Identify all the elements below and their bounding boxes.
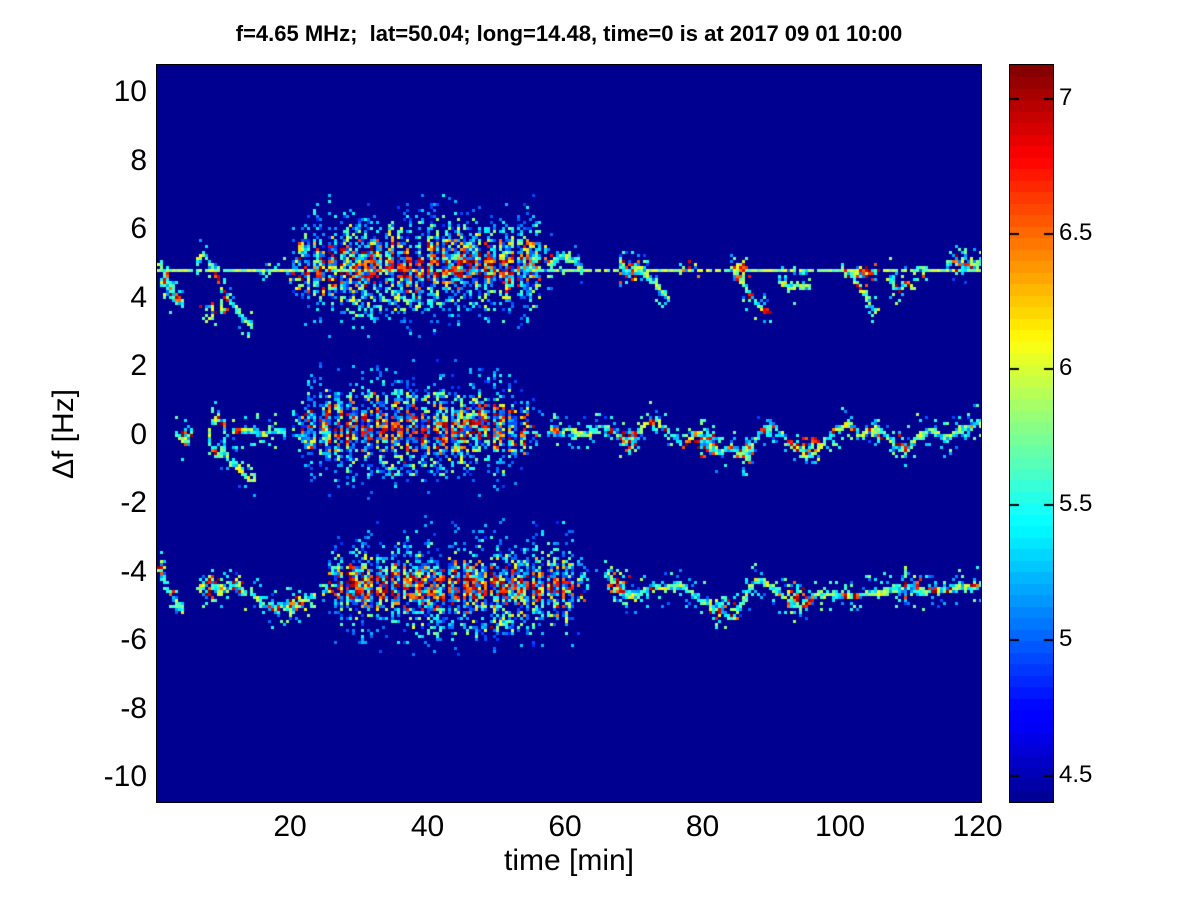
x-tick-label: 80 bbox=[685, 810, 720, 843]
colorbar-tick-label: 6.5 bbox=[1059, 218, 1093, 246]
y-tick-label: -4 bbox=[120, 554, 147, 588]
y-tick-label: 6 bbox=[130, 212, 147, 246]
x-axis-label: time [min] bbox=[503, 844, 635, 877]
colorbar bbox=[1009, 64, 1054, 803]
y-tick-label: -10 bbox=[103, 759, 147, 793]
chart-title: f=4.65 MHz; lat=50.04; long=14.48, time=… bbox=[235, 21, 903, 46]
colorbar-tick-label: 6 bbox=[1059, 354, 1073, 382]
y-tick-label: 8 bbox=[130, 143, 147, 177]
plot-area bbox=[156, 64, 982, 803]
y-tick-label: -2 bbox=[120, 486, 147, 520]
x-tick-label: 60 bbox=[548, 810, 582, 843]
spectrogram-canvas bbox=[157, 65, 981, 802]
x-tick-label: 20 bbox=[273, 810, 307, 843]
colorbar-tick-label: 5.5 bbox=[1059, 489, 1093, 517]
x-tick-label: 40 bbox=[410, 810, 445, 843]
y-tick-label: 2 bbox=[130, 349, 147, 383]
colorbar-tick-label: 5 bbox=[1059, 625, 1073, 653]
y-tick-label: 0 bbox=[130, 417, 147, 451]
y-tick-label: -6 bbox=[120, 623, 147, 656]
x-tick-label: 100 bbox=[815, 810, 866, 843]
colorbar-tick-label: 4.5 bbox=[1059, 760, 1093, 788]
x-tick-label: 120 bbox=[952, 810, 1003, 843]
y-tick-label: 10 bbox=[113, 75, 147, 109]
y-tick-label: 4 bbox=[130, 280, 147, 314]
y-tick-label: -8 bbox=[120, 691, 147, 725]
colorbar-canvas bbox=[1010, 65, 1053, 802]
colorbar-tick-label: 7 bbox=[1059, 83, 1073, 111]
